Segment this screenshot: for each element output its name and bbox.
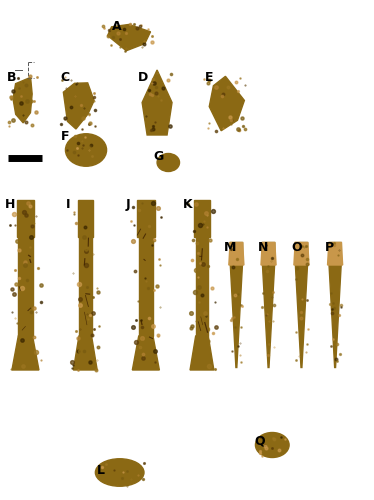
Polygon shape	[230, 242, 243, 368]
Polygon shape	[13, 78, 32, 123]
Text: F: F	[61, 130, 69, 143]
Ellipse shape	[95, 459, 144, 486]
Text: A: A	[112, 20, 122, 33]
Text: M: M	[224, 241, 236, 254]
Ellipse shape	[157, 154, 180, 172]
Text: I: I	[65, 198, 70, 211]
Bar	[18, 234, 33, 336]
Polygon shape	[294, 242, 309, 265]
Polygon shape	[63, 83, 94, 129]
Bar	[77, 200, 93, 237]
Polygon shape	[262, 242, 275, 368]
Text: C: C	[61, 71, 70, 84]
Text: H: H	[5, 198, 16, 211]
Text: L: L	[97, 464, 105, 477]
Text: E: E	[205, 71, 214, 84]
Bar	[196, 234, 208, 336]
Polygon shape	[329, 242, 341, 368]
Text: B: B	[7, 71, 16, 84]
Text: J: J	[126, 198, 130, 211]
Polygon shape	[12, 336, 39, 370]
Polygon shape	[132, 336, 159, 370]
Ellipse shape	[65, 134, 107, 166]
Polygon shape	[73, 336, 97, 370]
Polygon shape	[190, 336, 214, 370]
Text: O: O	[291, 241, 301, 254]
Polygon shape	[328, 242, 343, 265]
Bar	[137, 200, 154, 237]
Bar	[17, 200, 34, 237]
Polygon shape	[108, 24, 150, 51]
Text: D: D	[138, 71, 148, 84]
Bar	[139, 234, 153, 336]
Bar	[79, 234, 92, 336]
Polygon shape	[229, 242, 244, 265]
Polygon shape	[209, 76, 244, 130]
Text: K: K	[183, 198, 193, 211]
Ellipse shape	[255, 432, 289, 458]
Text: Q: Q	[254, 434, 265, 447]
Text: G: G	[153, 150, 163, 163]
Polygon shape	[295, 242, 308, 368]
Text: P: P	[325, 241, 334, 254]
Bar	[194, 200, 210, 237]
Text: N: N	[258, 241, 269, 254]
Polygon shape	[142, 70, 172, 135]
Polygon shape	[261, 242, 276, 265]
